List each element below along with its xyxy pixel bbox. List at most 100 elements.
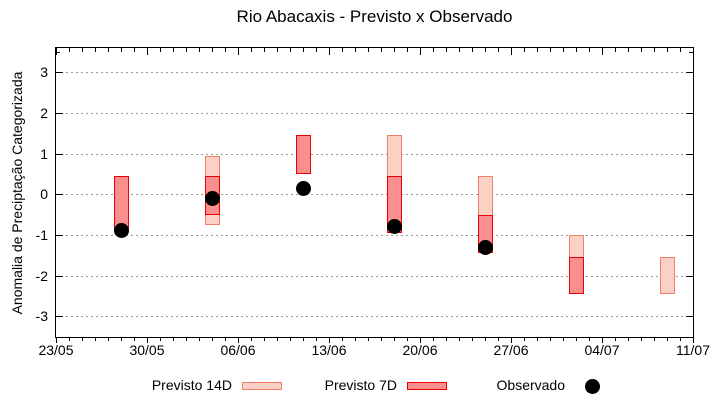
y-tick — [686, 112, 693, 114]
x-tick — [615, 48, 616, 52]
x-tick — [472, 48, 473, 52]
x-tick — [693, 337, 694, 343]
x-tick — [407, 337, 408, 341]
x-tick — [225, 337, 226, 341]
x-tick-label: 30/05 — [129, 342, 165, 358]
y-tick — [56, 153, 63, 155]
y-tick-label: 1 — [40, 145, 48, 162]
x-tick — [173, 48, 174, 52]
x-tick — [316, 337, 317, 341]
x-tick — [277, 48, 278, 52]
x-tick — [641, 48, 642, 52]
x-tick — [342, 337, 343, 341]
x-tick — [186, 337, 187, 341]
gridline — [56, 153, 693, 155]
x-tick — [56, 337, 57, 343]
x-tick — [264, 48, 265, 52]
x-tick — [56, 48, 57, 55]
x-tick — [238, 337, 239, 343]
x-tick — [485, 337, 486, 341]
x-tick — [628, 48, 629, 52]
y-tick-label: 0 — [40, 186, 48, 203]
gridline — [56, 316, 693, 318]
y-minor-tick — [689, 51, 693, 53]
gridline — [56, 112, 693, 114]
x-tick — [446, 337, 447, 341]
x-tick — [537, 337, 538, 341]
x-tick — [355, 48, 356, 52]
x-tick — [264, 337, 265, 341]
x-tick — [628, 337, 629, 341]
y-tick — [686, 153, 693, 155]
x-tick — [290, 48, 291, 52]
x-tick — [186, 48, 187, 52]
x-tick — [160, 48, 161, 52]
x-tick — [95, 48, 96, 52]
x-tick-label: 20/06 — [402, 342, 438, 358]
x-tick — [511, 337, 512, 343]
x-tick — [342, 48, 343, 52]
x-tick — [173, 337, 174, 341]
x-tick — [69, 48, 70, 52]
x-tick — [160, 337, 161, 341]
gridline — [56, 275, 693, 277]
bar-previsto-7d — [113, 176, 129, 229]
x-tick — [550, 337, 551, 341]
x-tick — [433, 337, 434, 341]
x-tick — [485, 48, 486, 52]
x-tick — [225, 48, 226, 52]
x-tick — [290, 337, 291, 341]
x-tick — [563, 337, 564, 341]
x-tick — [576, 337, 577, 341]
legend-swatch-previsto-14d-icon — [242, 382, 282, 390]
y-minor-tick — [56, 51, 60, 53]
x-tick-label: 04/07 — [584, 342, 620, 358]
x-tick — [524, 337, 525, 341]
x-tick — [667, 337, 668, 341]
x-tick — [602, 337, 603, 343]
observado-dot — [295, 180, 311, 196]
x-tick — [303, 48, 304, 52]
y-tick — [56, 234, 63, 236]
bar-previsto-14d — [659, 257, 675, 294]
x-tick — [82, 337, 83, 341]
y-tick — [686, 72, 693, 74]
x-tick — [251, 48, 252, 52]
legend-label-previsto-7d: Previsto 7D — [324, 377, 397, 393]
x-tick — [368, 48, 369, 52]
x-tick — [680, 337, 681, 341]
gridline — [56, 234, 693, 236]
x-tick — [134, 337, 135, 341]
observado-dot — [204, 190, 220, 206]
x-tick — [355, 337, 356, 341]
observado-dot — [113, 223, 129, 239]
y-tick-label: -3 — [35, 308, 48, 325]
x-tick — [199, 337, 200, 341]
x-tick — [394, 48, 395, 52]
x-tick-label: 11/07 — [676, 342, 710, 358]
y-tick — [686, 234, 693, 236]
x-tick — [615, 337, 616, 341]
legend-swatch-previsto-7d-icon — [407, 382, 447, 390]
x-tick — [602, 48, 603, 55]
x-tick — [537, 48, 538, 52]
y-tick — [56, 72, 63, 74]
x-tick — [108, 337, 109, 341]
x-tick — [498, 48, 499, 52]
y-tick — [686, 194, 693, 196]
x-tick — [381, 48, 382, 52]
x-tick — [420, 337, 421, 343]
x-tick — [680, 48, 681, 52]
x-tick — [641, 337, 642, 341]
x-tick — [654, 337, 655, 341]
x-tick — [95, 337, 96, 341]
y-tick — [686, 316, 693, 318]
legend-label-previsto-14d: Previsto 14D — [151, 377, 232, 393]
y-tick-label: 3 — [40, 64, 48, 81]
y-tick — [56, 275, 63, 277]
x-tick — [329, 48, 330, 55]
x-tick — [316, 48, 317, 52]
y-tick — [56, 112, 63, 114]
x-tick — [576, 48, 577, 52]
y-tick-label: -2 — [35, 267, 48, 284]
